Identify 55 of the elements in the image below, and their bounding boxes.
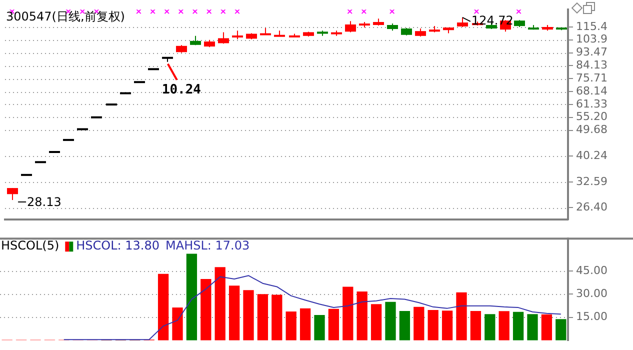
y-tick-label: 30.00 — [576, 286, 608, 300]
bar — [328, 308, 340, 340]
bar — [498, 311, 510, 340]
y-tick-label: 15.00 — [576, 310, 608, 324]
y-tick-label: 84.13 — [576, 58, 608, 72]
y-tick-label: 55.20 — [576, 110, 608, 124]
bar — [243, 290, 254, 340]
bar — [257, 294, 268, 340]
bar — [527, 314, 538, 340]
series-label: MAHSL: 17.03 — [166, 238, 250, 253]
annotation: 10.24 — [162, 82, 202, 98]
bar — [512, 312, 524, 340]
y-tick-label: 93.47 — [576, 46, 608, 59]
annotation: 124.72 — [471, 14, 514, 28]
bar — [356, 292, 368, 340]
candlestick — [457, 16, 468, 28]
annotation: 28.13 — [27, 195, 62, 210]
bar — [214, 267, 226, 340]
bar — [272, 294, 282, 340]
bar — [456, 292, 467, 340]
y-tick-label: 75.71 — [576, 71, 608, 84]
y-tick-label: 115.4 — [576, 20, 608, 33]
bar — [228, 286, 240, 340]
bar — [342, 286, 354, 340]
bar — [484, 314, 496, 340]
bar — [385, 302, 396, 340]
bar — [442, 310, 453, 340]
bar — [556, 319, 566, 340]
y-tick-label: 68.14 — [576, 84, 608, 98]
legend-label: HSCOL: 13.80 — [76, 238, 160, 253]
y-tick-label: 61.33 — [576, 97, 608, 110]
bar — [541, 314, 552, 340]
bar — [370, 304, 382, 340]
candlestick — [7, 188, 18, 200]
candlestick — [345, 20, 356, 33]
bar — [158, 274, 169, 340]
candlestick — [218, 32, 229, 44]
bar — [470, 310, 482, 340]
bar — [428, 310, 438, 340]
y-tick-label: 40.24 — [576, 148, 608, 162]
y-tick-label: 103.9 — [576, 32, 608, 46]
chart-title: 300547(日线,前复权) — [6, 10, 125, 24]
bar — [414, 306, 424, 340]
bar — [399, 310, 410, 340]
bar — [286, 312, 296, 340]
bar — [186, 254, 198, 340]
bar — [200, 279, 212, 340]
bar — [300, 308, 311, 340]
y-tick-label: 26.40 — [576, 200, 608, 214]
bar — [172, 308, 183, 340]
y-tick-label: 45.00 — [576, 264, 608, 277]
bar — [314, 314, 325, 340]
y-tick-label: 49.68 — [576, 123, 608, 136]
chart-title: HSCOL(5) — [1, 238, 60, 253]
y-tick-label: 32.59 — [576, 174, 608, 188]
